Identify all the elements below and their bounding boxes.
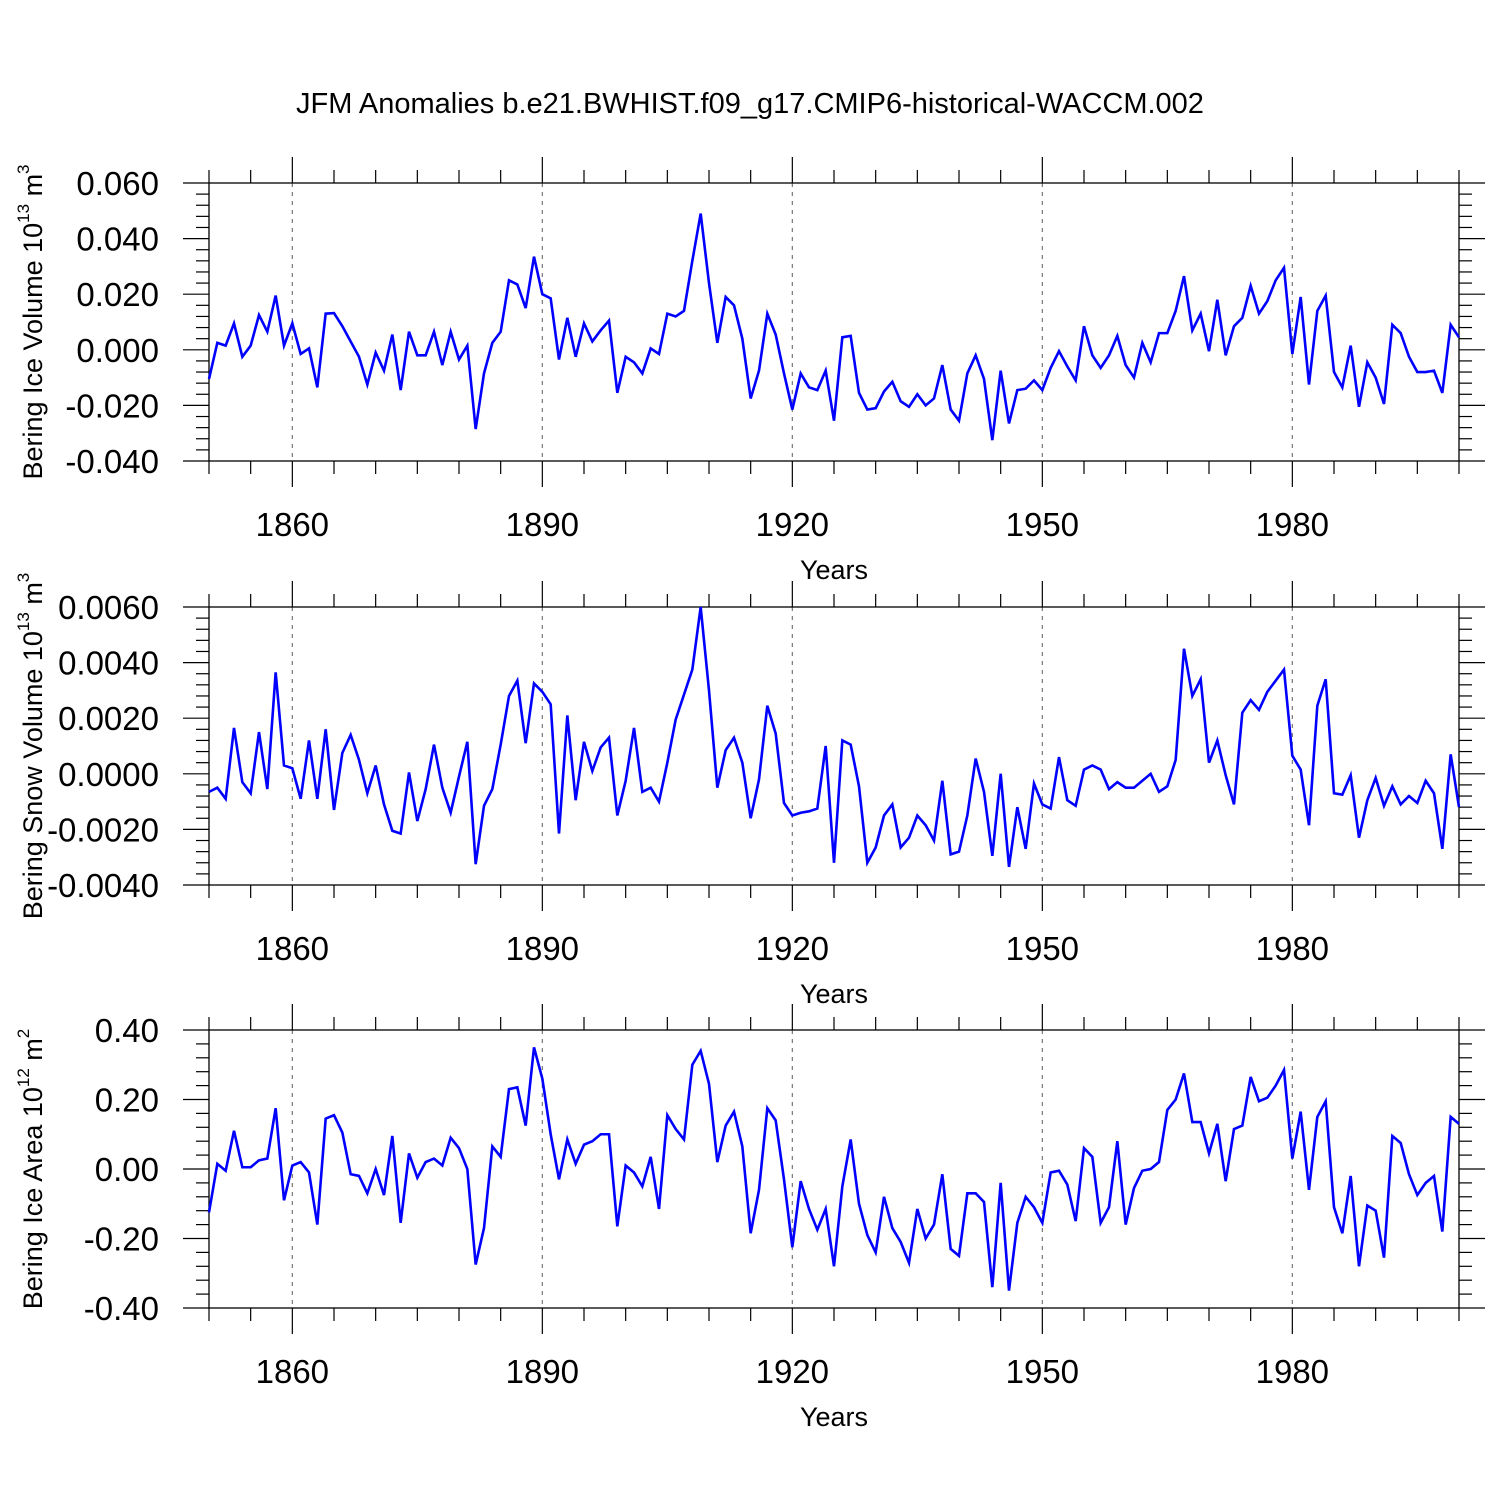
y-tick-label: -0.40 <box>84 1290 159 1327</box>
snow-volume-panel: -0.0040 -0.0020 0.0000 0.0020 0.0040 0.0060 18… <box>14 573 1485 1009</box>
x-tick-label: 1950 <box>1006 1353 1079 1390</box>
y-axis-label-part: 3 <box>14 164 33 173</box>
y-axis-label-part: Bering Ice Area 10 <box>18 1087 48 1309</box>
y-tick-label: 0.040 <box>76 221 159 258</box>
x-tick-label: 1860 <box>256 1353 329 1390</box>
y-tick-label: 0.20 <box>95 1082 159 1119</box>
y-axis-label: Bering Ice Volume 1013 m3 <box>14 164 48 479</box>
y-axis-label: Bering Snow Volume 1013 m3 <box>14 573 48 920</box>
x-tick-label: 1980 <box>1256 1353 1329 1390</box>
x-axis-label: Years <box>800 1402 868 1432</box>
x-tick-label: 1920 <box>756 1353 829 1390</box>
x-tick-label: 1890 <box>506 1353 579 1390</box>
x-axis-label: Years <box>800 979 868 1009</box>
y-tick-label: 0.00 <box>95 1151 159 1188</box>
y-axis-label-part: m <box>18 174 48 204</box>
y-tick-label: 0.020 <box>76 276 159 313</box>
ice-area-panel: -0.40 -0.20 0.00 0.20 0.40 1860 1890 1920 1950 19… <box>14 1004 1485 1432</box>
y-tick-label: -0.20 <box>84 1221 159 1258</box>
x-tick-label: 1920 <box>756 930 829 967</box>
y-tick-label: -0.0040 <box>47 867 159 904</box>
y-tick-label: 0.0040 <box>58 645 159 682</box>
x-tick-label: 1860 <box>256 506 329 543</box>
x-tick-label: 1980 <box>1256 506 1329 543</box>
y-tick-label: 0.0000 <box>58 756 159 793</box>
series-line <box>207 1047 1460 1291</box>
y-tick-label: 0.000 <box>76 332 159 369</box>
y-axis-label-part: 3 <box>14 573 33 582</box>
x-axis-label: Years <box>800 555 868 585</box>
y-tick-label: -0.020 <box>65 387 159 424</box>
y-axis-label-part: 13 <box>14 204 33 223</box>
x-tick-label: 1950 <box>1006 930 1079 967</box>
x-tick-label: 1920 <box>756 506 829 543</box>
x-tick-label: 1890 <box>506 506 579 543</box>
x-tick-label: 1950 <box>1006 506 1079 543</box>
y-axis-label-part: Bering Ice Volume 10 <box>18 223 48 480</box>
y-tick-label: -0.040 <box>65 443 159 480</box>
y-axis-label-part: 2 <box>14 1029 33 1038</box>
plot-frame <box>208 606 1460 886</box>
y-tick-label: 0.060 <box>76 165 159 202</box>
y-tick-label: -0.0020 <box>47 811 159 848</box>
chart-title: JFM Anomalies b.e21.BWHIST.f09_g17.CMIP6… <box>296 88 1204 120</box>
series-line <box>207 213 1461 441</box>
y-tick-label: 0.0060 <box>58 589 159 626</box>
y-axis-label-part: 13 <box>14 612 33 631</box>
x-tick-label: 1890 <box>506 930 579 967</box>
x-tick-label: 1980 <box>1256 930 1329 967</box>
y-axis-label-part: m <box>18 1038 48 1068</box>
ice-volume-panel: -0.040 -0.020 0.000 0.020 0.040 0.060 1860 1890… <box>14 157 1485 585</box>
series-line <box>208 606 1461 868</box>
y-axis-label: Bering Ice Area 1012 m2 <box>14 1029 48 1310</box>
y-axis-label-part: Bering Snow Volume 10 <box>18 631 48 919</box>
y-axis-label-part: 12 <box>14 1068 33 1087</box>
y-tick-label: 0.0020 <box>58 700 159 737</box>
y-axis-label-part: m <box>18 582 48 612</box>
x-tick-label: 1860 <box>256 930 329 967</box>
y-tick-label: 0.40 <box>95 1012 159 1049</box>
